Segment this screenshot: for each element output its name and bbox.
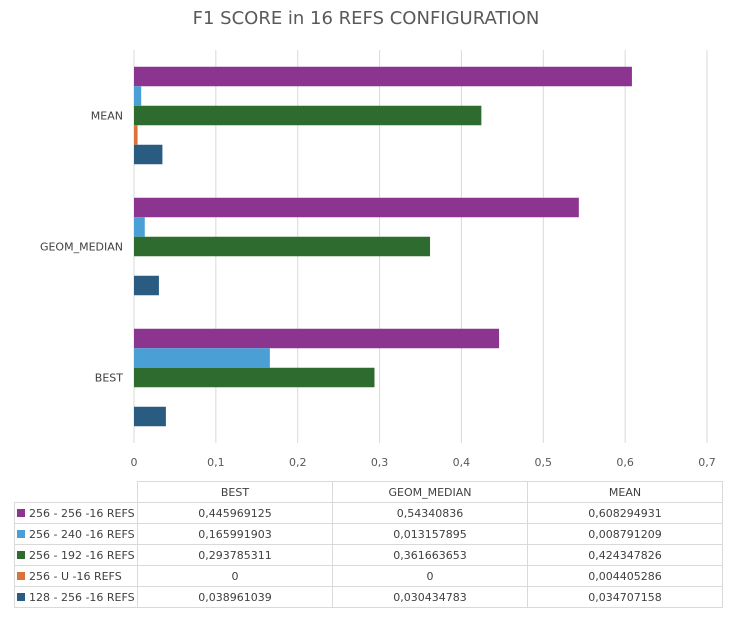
series-name: 256 - 256 -16 REFS bbox=[29, 506, 135, 520]
x-tick-label: 0,6 bbox=[616, 456, 634, 469]
bars bbox=[134, 66, 632, 427]
table-cell: 0,030434783 bbox=[332, 586, 528, 608]
bar bbox=[134, 348, 270, 368]
bar bbox=[134, 197, 579, 218]
legend-swatch bbox=[17, 550, 25, 559]
bar bbox=[134, 328, 500, 349]
bar bbox=[134, 86, 142, 106]
x-tick-label: 0,7 bbox=[698, 456, 716, 469]
series-name: 256 - 240 -16 REFS bbox=[29, 527, 135, 541]
table-cell: 0,038961039 bbox=[137, 586, 333, 608]
table-row: 256 - 240 -16 REFS 0,165991903 0,013157895… bbox=[14, 523, 723, 545]
table-cell: 0,445969125 bbox=[137, 502, 333, 524]
series-name: 256 - U -16 REFS bbox=[29, 569, 122, 583]
bar bbox=[134, 125, 138, 145]
table-cell: 0,54340836 bbox=[332, 502, 528, 524]
legend-entry: 256 - 192 -16 REFS bbox=[14, 544, 138, 566]
table-row: 256 - 256 -16 REFS 0,445969125 0,54340836 0… bbox=[14, 502, 723, 524]
x-tick-label: 0,1 bbox=[207, 456, 225, 469]
category-label: BEST bbox=[95, 372, 123, 385]
category-label: MEAN bbox=[91, 110, 123, 123]
table-cell: 0,608294931 bbox=[527, 502, 723, 524]
legend-entry: 256 - U -16 REFS bbox=[14, 565, 138, 587]
table-header-row: BEST GEOM_MEDIAN MEAN bbox=[15, 481, 723, 503]
x-tick-label: 0 bbox=[131, 456, 138, 469]
table-cell: 0,424347826 bbox=[527, 544, 723, 566]
series-name: 128 - 256 -16 REFS bbox=[29, 590, 135, 604]
legend-entry: 256 - 256 -16 REFS bbox=[14, 502, 138, 524]
series-name: 256 - 192 -16 REFS bbox=[29, 548, 135, 562]
table-column-header: GEOM_MEDIAN bbox=[332, 481, 528, 503]
legend-entry: 256 - 240 -16 REFS bbox=[14, 523, 138, 545]
table-row: 256 - U -16 REFS 0 0 0,004405286 bbox=[14, 565, 723, 587]
table-cell: 0,361663653 bbox=[332, 544, 528, 566]
bar bbox=[134, 66, 632, 87]
table-body: 256 - 256 -16 REFS 0,445969125 0,54340836 0… bbox=[14, 502, 723, 608]
x-tick-label: 0,2 bbox=[289, 456, 307, 469]
table-column-header: MEAN bbox=[527, 481, 723, 503]
table-column-header: BEST bbox=[137, 481, 333, 503]
table-cell: 0,013157895 bbox=[332, 523, 528, 545]
table-cell: 0 bbox=[137, 565, 333, 587]
table-cell: 0,034707158 bbox=[527, 586, 723, 608]
table-corner bbox=[15, 482, 138, 503]
legend-swatch bbox=[17, 592, 25, 601]
chart-title: F1 SCORE in 16 REFS CONFIGURATION bbox=[192, 8, 540, 29]
table-row: 256 - 192 -16 REFS 0,293785311 0,361663653… bbox=[14, 544, 723, 566]
x-tick-label: 0,5 bbox=[535, 456, 553, 469]
legend-swatch bbox=[17, 529, 25, 538]
table-cell: 0,165991903 bbox=[137, 523, 333, 545]
data-table: BEST GEOM_MEDIAN MEAN 256 - 256 -16 REFS 0,… bbox=[14, 481, 723, 608]
table-cell: 0,004405286 bbox=[527, 565, 723, 587]
table-cell: 0,293785311 bbox=[137, 544, 333, 566]
legend-swatch bbox=[17, 571, 25, 580]
legend-entry: 128 - 256 -16 REFS bbox=[14, 586, 138, 608]
bar bbox=[134, 406, 166, 427]
x-tick-label: 0,3 bbox=[371, 456, 389, 469]
bar bbox=[134, 217, 145, 237]
table-cell: 0,008791209 bbox=[527, 523, 723, 545]
bar bbox=[134, 275, 159, 296]
table-cell: 0 bbox=[332, 565, 528, 587]
category-label: GEOM_MEDIAN bbox=[40, 241, 123, 254]
bar bbox=[134, 105, 482, 126]
x-tick-labels: 0 0,1 0,2 0,3 0,4 0,5 0,6 0,7 bbox=[131, 456, 716, 469]
bar bbox=[134, 367, 375, 388]
bar bbox=[134, 236, 431, 257]
x-tick-label: 0,4 bbox=[453, 456, 471, 469]
bar bbox=[134, 144, 163, 165]
table-row: 128 - 256 -16 REFS 0,038961039 0,030434783… bbox=[14, 586, 723, 608]
legend-swatch bbox=[17, 508, 25, 517]
category-labels: BEST GEOM_MEDIAN MEAN bbox=[40, 110, 123, 385]
